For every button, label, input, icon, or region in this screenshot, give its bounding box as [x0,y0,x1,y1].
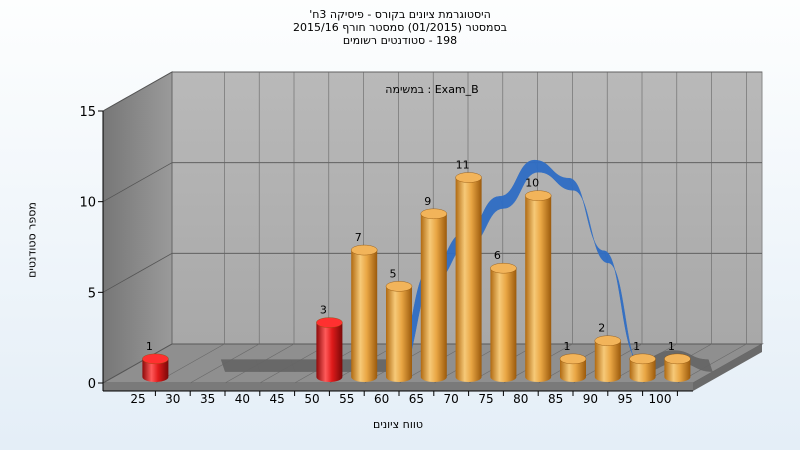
bar-top [455,172,482,183]
bar [142,353,169,382]
bar-top [316,317,343,328]
bar-body [316,322,343,382]
curve-segment [220,359,261,372]
y-tick-label: 5 [88,286,96,301]
bar-top [629,353,656,365]
bar-body [351,250,378,382]
x-tick-label: 30 [165,392,180,406]
bar-value-label: 1 [668,340,675,353]
bar-value-label: 1 [633,340,640,353]
bar-body [525,195,552,382]
chart-titles: היסטוגרמת ציונים בקורס - פיסיקה 3ח' בסמס… [0,8,800,47]
bar [664,353,691,382]
chart-title: היסטוגרמת ציונים בקורס - פיסיקה 3ח' [309,8,491,21]
bar [385,281,413,382]
bar-top [490,263,517,274]
y-tick-label: 10 [79,196,96,211]
bar-top [594,335,621,346]
x-tick-label: 35 [200,392,215,406]
grid-line-side [102,343,173,384]
bar [455,172,482,382]
y-axis-label: מספר סטודנטים [25,202,39,278]
floor-front-edge [103,383,693,391]
y-tick-label: 15 [79,105,96,120]
x-tick-label: 50 [304,392,319,406]
x-tick-label: 75 [478,392,493,406]
x-tick-label: 60 [374,392,389,406]
x-tick-label: 40 [235,392,250,406]
bar-top [351,244,378,256]
bar-body [420,213,447,382]
bar [420,208,447,382]
x-tick-label: 65 [409,392,424,406]
x-tick-label: 55 [339,392,354,406]
y-tick-label: 0 [88,377,96,392]
bar-body [490,268,517,382]
floor-edge [693,344,762,391]
bar-top [559,353,587,365]
bar-value-label: 5 [390,267,397,280]
x-axis-label: טווח ציונים [373,418,423,431]
bar [490,263,517,382]
bar [525,190,552,382]
side-wall [102,71,173,384]
bar-body [386,286,412,382]
bar [629,353,656,382]
chart-annotation: Exam_B : במשימה [385,83,478,96]
bar-value-label: 9 [424,195,431,208]
chart-subtitle-2: 198 - סטודנטים רשומים [342,34,458,47]
bar-value-label: 2 [598,322,605,335]
bar-body [455,177,482,382]
bar-value-label: 1 [146,340,153,353]
bar-top [420,208,447,220]
bar-body [594,340,621,382]
grid-line-side [102,71,173,112]
bar [316,317,343,382]
x-tick-label: 90 [583,392,598,406]
bar-top [385,281,413,292]
x-tick-label: 25 [130,392,145,406]
x-tick-label: 100 [649,392,672,406]
bar-body [629,358,656,382]
bar-top [525,190,552,201]
bar-top [664,353,691,365]
x-tick-label: 45 [270,392,285,406]
bar-value-label: 10 [525,177,539,190]
bar-value-label: 3 [320,304,327,317]
bar-body [664,358,691,382]
bar-value-label: 6 [494,249,501,262]
curve-segment [255,359,296,372]
grid-line-side [102,252,173,293]
bar-value-label: 1 [564,340,571,353]
bar-body [560,358,586,382]
bar-value-label: 7 [355,231,362,244]
bar [351,244,378,382]
chart-subtitle-1: בסמסטר (01/2015) סמסטר חורף 2015/16 [293,21,507,34]
x-tick-label: 80 [513,392,528,406]
bar-value-label: 11 [456,159,470,172]
bar [559,353,587,382]
grid-line-side [102,162,173,203]
x-tick-label: 70 [444,392,459,406]
x-tick-label: 95 [618,392,633,406]
x-tick-label: 85 [548,392,563,406]
bar-body [142,358,169,382]
bar-top [142,353,169,365]
bar [594,335,621,382]
